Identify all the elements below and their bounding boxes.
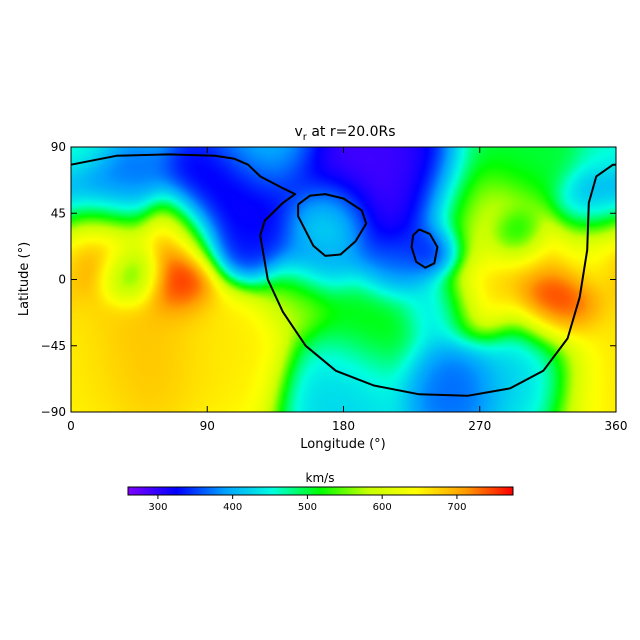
colorbar: km/s 300 400 500 600 700: [127, 471, 514, 513]
x-tick-label: 270: [468, 419, 491, 433]
colorbar-tick-label: 600: [373, 502, 392, 513]
y-tick-label: 0: [58, 273, 66, 287]
title-subscript: r: [303, 132, 308, 143]
contour-main-boundary: [70, 153, 616, 397]
x-tick-label: 180: [332, 419, 355, 433]
contour-loop-b: [410, 228, 439, 269]
x-tick-label: 360: [605, 419, 628, 433]
colorbar-tick-label: 500: [298, 502, 317, 513]
colorbar-gradient: [128, 487, 513, 495]
contour-loop-a: [297, 193, 368, 257]
colorbar-tick-label: 400: [223, 502, 242, 513]
x-tick-label: 0: [67, 419, 75, 433]
y-axis: 90 45 0 −45 −90: [41, 140, 616, 419]
y-tick-label: −45: [41, 339, 66, 353]
x-axis: 0 90 180 270 360: [67, 147, 627, 433]
colorbar-label: km/s: [306, 471, 335, 485]
contour-lines: [70, 153, 616, 397]
colorbar-tick-label: 300: [148, 502, 167, 513]
heatmap-area: [70, 146, 617, 413]
heatmap-image: [71, 147, 616, 412]
x-tick-label: 90: [200, 419, 215, 433]
y-tick-label: 45: [51, 206, 66, 220]
y-axis-label: Latitude (°): [17, 242, 32, 316]
title-main: v: [294, 124, 302, 140]
colorbar-tick-label: 700: [447, 502, 466, 513]
y-tick-label: 90: [51, 140, 66, 154]
colorbar-frame: [127, 486, 514, 496]
colorbar-ticks: 300 400 500 600 700: [148, 495, 466, 513]
title-suffix: at r=20.0Rs: [307, 124, 396, 140]
chart-title: vr at r=20.0Rs: [294, 124, 395, 143]
x-axis-label: Longitude (°): [300, 437, 385, 452]
y-tick-label: −90: [41, 405, 66, 419]
